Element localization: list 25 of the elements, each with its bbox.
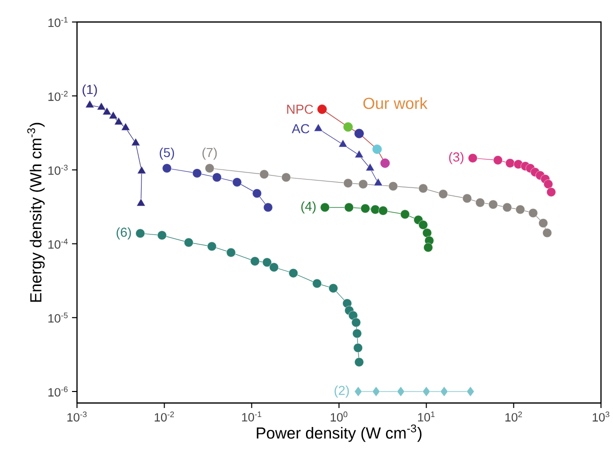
- x-tick-label: 10$^{-2}$: [154, 412, 174, 422]
- y-tick-label: 10$^{-1}$: [48, 17, 68, 27]
- y-tick-label: 10$^{-2}$: [48, 90, 68, 101]
- x-tick-label: 10$^{3}$: [592, 412, 610, 422]
- series-label: (4): [301, 201, 316, 214]
- x-tick-label: 10$^{2}$: [505, 412, 522, 422]
- x-tick-label: 10$^{-3}$: [67, 412, 87, 422]
- x-tick-label: 10$^{-1}$: [242, 412, 262, 422]
- y-tick-label: 10$^{-4}$: [48, 238, 68, 249]
- series-label: NPC: [287, 104, 314, 114]
- y-tick-label: 10$^{-3}$: [48, 164, 68, 175]
- x-tick-label: 10$^{1}$: [418, 412, 435, 422]
- series-label: AC: [292, 124, 310, 134]
- y-tick-label: 10$^{-6}$: [48, 386, 68, 397]
- series-label: (1): [82, 84, 97, 97]
- x-tick-label: 10$^{0}$: [330, 412, 348, 422]
- y-axis-title: Energy density (Wh cm$^{-3}$): [27, 122, 45, 302]
- x-axis-title: Power density (W cm$^{-3}$): [256, 424, 422, 442]
- series-label: (7): [202, 148, 217, 160]
- series-label: (6): [116, 227, 131, 240]
- series-label: (3): [449, 152, 464, 164]
- y-tick-label: 10$^{-5}$: [48, 312, 68, 323]
- series-label: (2): [334, 385, 349, 398]
- series-label: (5): [160, 148, 174, 160]
- annotation: Our work: [363, 97, 428, 110]
